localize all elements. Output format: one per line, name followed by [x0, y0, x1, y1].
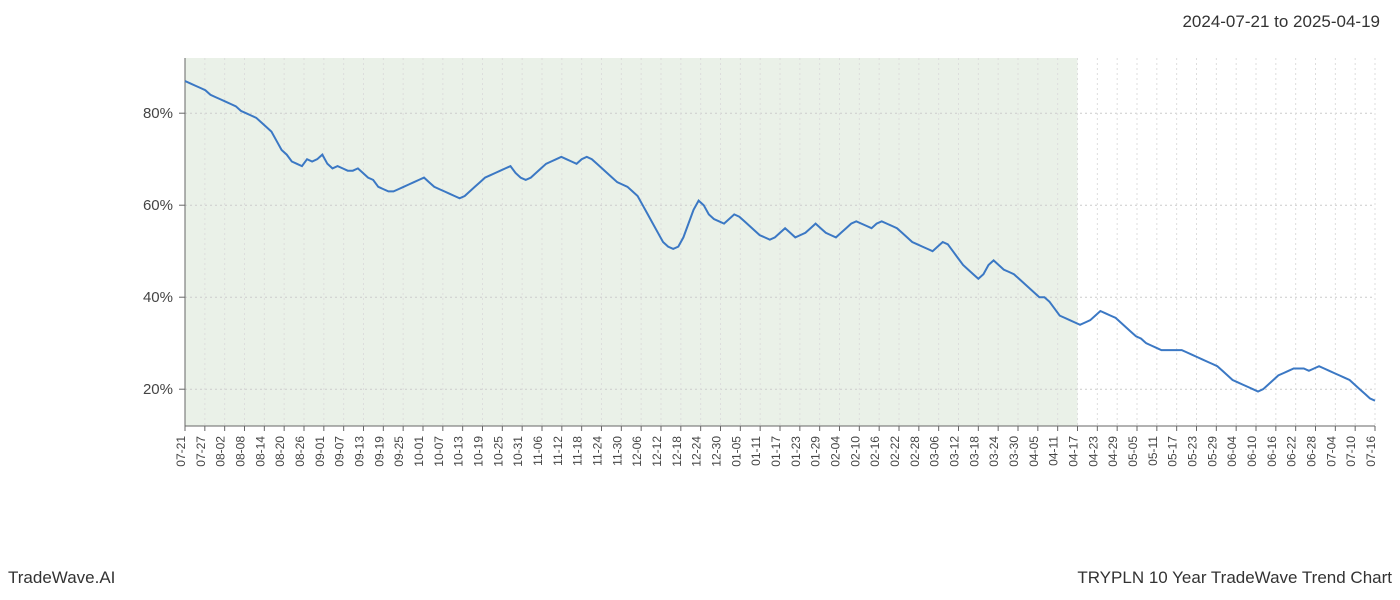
chart-svg: 20% 40% 60% 80% 07-21 07-27 08-02 08-08 08-14 08-… [100, 48, 1380, 486]
svg-text:10-31: 10-31 [511, 436, 525, 467]
svg-text:80%: 80% [143, 105, 173, 122]
svg-text:04-23: 04-23 [1086, 436, 1100, 467]
svg-text:06-28: 06-28 [1305, 436, 1319, 467]
svg-text:08-20: 08-20 [273, 436, 287, 467]
svg-text:06-22: 06-22 [1285, 436, 1299, 467]
svg-text:05-23: 05-23 [1186, 436, 1200, 467]
svg-text:40%: 40% [143, 289, 173, 306]
svg-text:06-16: 06-16 [1265, 436, 1279, 467]
svg-text:07-10: 07-10 [1344, 436, 1358, 467]
date-range-label: 2024-07-21 to 2025-04-19 [1182, 12, 1380, 32]
svg-text:10-13: 10-13 [452, 436, 466, 467]
svg-text:01-05: 01-05 [729, 436, 743, 467]
svg-text:11-18: 11-18 [571, 436, 585, 466]
svg-text:11-30: 11-30 [610, 436, 624, 466]
chart-title: TRYPLN 10 Year TradeWave Trend Chart [1077, 568, 1392, 588]
svg-text:08-14: 08-14 [253, 436, 267, 467]
svg-text:12-30: 12-30 [710, 436, 724, 467]
svg-text:20%: 20% [143, 381, 173, 398]
svg-text:04-05: 04-05 [1027, 436, 1041, 467]
svg-text:05-29: 05-29 [1205, 436, 1219, 467]
svg-text:03-24: 03-24 [987, 436, 1001, 467]
svg-text:01-17: 01-17 [769, 436, 783, 467]
svg-text:09-07: 09-07 [333, 436, 347, 467]
svg-text:09-01: 09-01 [313, 436, 327, 467]
svg-text:01-23: 01-23 [789, 436, 803, 467]
svg-text:09-25: 09-25 [392, 436, 406, 467]
svg-text:02-04: 02-04 [829, 436, 843, 467]
svg-text:12-24: 12-24 [690, 436, 704, 467]
svg-text:10-01: 10-01 [412, 436, 426, 467]
svg-text:07-21: 07-21 [174, 436, 188, 467]
svg-text:10-25: 10-25 [491, 436, 505, 467]
svg-text:12-18: 12-18 [670, 436, 684, 467]
svg-text:04-29: 04-29 [1106, 436, 1120, 467]
svg-text:05-11: 05-11 [1146, 436, 1160, 466]
svg-text:05-17: 05-17 [1166, 436, 1180, 467]
svg-text:10-19: 10-19 [472, 436, 486, 467]
svg-text:02-28: 02-28 [908, 436, 922, 467]
svg-text:03-06: 03-06 [928, 436, 942, 467]
svg-text:07-04: 07-04 [1324, 436, 1338, 467]
svg-text:08-02: 08-02 [214, 436, 228, 467]
svg-text:60%: 60% [143, 197, 173, 214]
svg-text:11-24: 11-24 [591, 436, 605, 466]
svg-text:05-05: 05-05 [1126, 436, 1140, 467]
svg-text:08-26: 08-26 [293, 436, 307, 467]
svg-text:06-10: 06-10 [1245, 436, 1259, 467]
brand-label: TradeWave.AI [8, 568, 115, 588]
svg-text:06-04: 06-04 [1225, 436, 1239, 467]
svg-text:02-10: 02-10 [848, 436, 862, 467]
svg-text:11-06: 11-06 [531, 436, 545, 466]
svg-text:02-22: 02-22 [888, 436, 902, 467]
svg-text:03-30: 03-30 [1007, 436, 1021, 467]
svg-text:08-08: 08-08 [234, 436, 248, 467]
svg-text:03-12: 03-12 [948, 436, 962, 467]
svg-text:12-12: 12-12 [650, 436, 664, 467]
trend-chart: 20% 40% 60% 80% 07-21 07-27 08-02 08-08 08-14 08-… [100, 48, 1380, 486]
svg-text:07-27: 07-27 [194, 436, 208, 467]
svg-text:12-06: 12-06 [630, 436, 644, 467]
svg-text:02-16: 02-16 [868, 436, 882, 467]
svg-text:09-19: 09-19 [372, 436, 386, 467]
svg-text:01-29: 01-29 [809, 436, 823, 467]
svg-text:07-16: 07-16 [1364, 436, 1378, 467]
svg-text:09-13: 09-13 [353, 436, 367, 467]
svg-text:11-12: 11-12 [551, 436, 565, 466]
svg-text:03-18: 03-18 [967, 436, 981, 467]
svg-text:04-17: 04-17 [1067, 436, 1081, 467]
svg-text:01-11: 01-11 [749, 436, 763, 466]
svg-text:10-07: 10-07 [432, 436, 446, 467]
svg-text:04-11: 04-11 [1047, 436, 1061, 466]
